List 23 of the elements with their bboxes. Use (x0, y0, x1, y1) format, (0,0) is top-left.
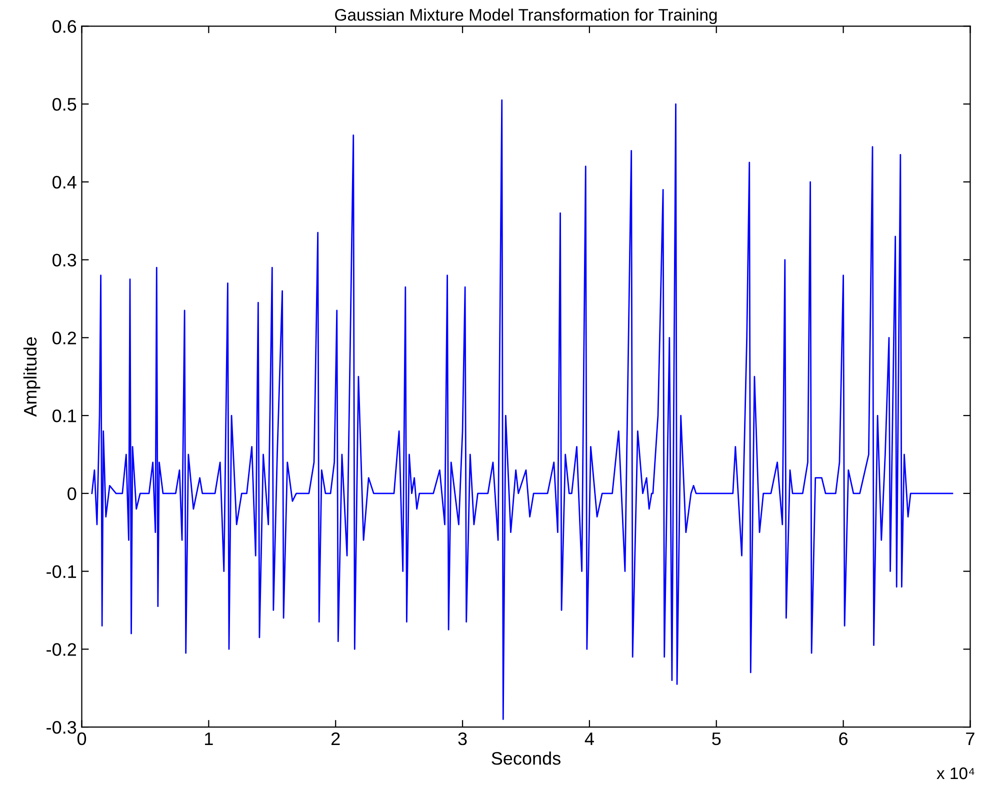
y-axis-title: Amplitude (23, 337, 40, 417)
y-tick-label: 0.2 (52, 332, 76, 344)
y-tick-label: 0 (68, 487, 76, 500)
y-tick-label: 0.1 (52, 409, 76, 422)
y-tick-label: 0.3 (52, 254, 76, 266)
x-axis-title: Seconds (492, 752, 560, 765)
y-tick-label: -0.2 (46, 643, 76, 656)
x-tick-label: 5 (712, 732, 721, 746)
y-tick-label: -0.1 (46, 565, 76, 578)
y-tick-label: -0.3 (46, 720, 76, 734)
y-tick-label: 0.4 (52, 176, 76, 189)
line-series (91, 99, 954, 720)
x-tick-label: 4 (584, 732, 594, 745)
x-tick-label: 6 (839, 732, 848, 746)
y-tick-label: 0.6 (52, 20, 76, 33)
y-tick-label: 0.5 (52, 98, 76, 111)
text: x 10⁴ (936, 767, 974, 780)
x-tick-label: 0 (77, 732, 86, 746)
x-tick-label: 7 (966, 732, 974, 745)
x-tick-label: 2 (331, 732, 340, 745)
x-tick-label: 1 (205, 732, 213, 745)
chart-title: Gaussian Mixture Model Transformation for Training (335, 8, 717, 24)
x-tick-label: 3 (458, 732, 467, 746)
